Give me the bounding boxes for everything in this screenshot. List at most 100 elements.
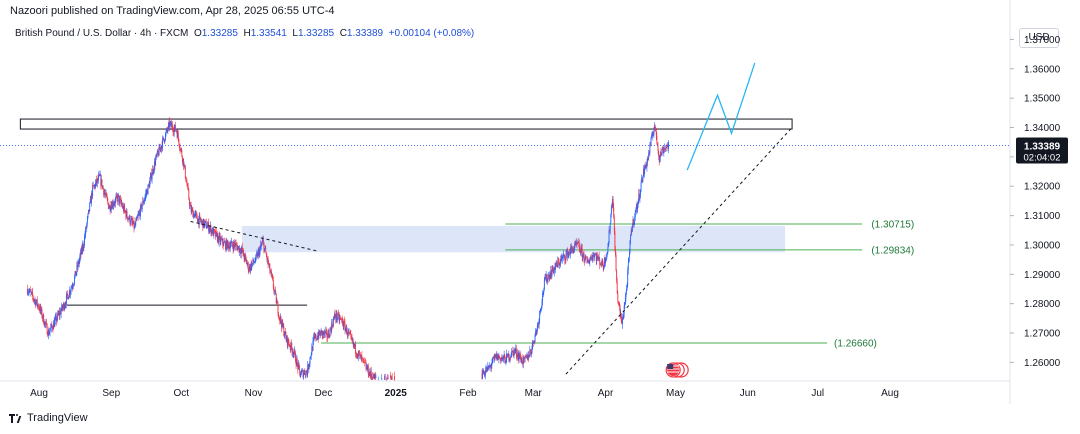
candle-865 (630, 234, 632, 245)
candle-861 (627, 258, 629, 275)
candle-375 (245, 254, 247, 262)
candle-732 (552, 265, 554, 274)
candle-103 (86, 215, 88, 227)
candle-685 (525, 354, 527, 358)
candle-812 (599, 257, 601, 270)
candle-672 (517, 349, 519, 364)
candle-805 (595, 252, 597, 256)
candle-57 (60, 308, 62, 315)
candle-271 (184, 164, 186, 180)
candle-227 (159, 143, 161, 150)
candle-128 (101, 179, 103, 190)
candle-607 (391, 376, 393, 380)
candle-483 (308, 364, 310, 373)
candle-173 (127, 217, 129, 223)
candle-766 (572, 247, 574, 254)
candle-148 (113, 200, 115, 210)
candle-490 (312, 336, 314, 352)
candle-599 (381, 374, 383, 380)
candle-785 (583, 250, 585, 264)
candle-689 (527, 351, 529, 361)
candle-288 (194, 210, 196, 219)
candle-930 (668, 140, 669, 154)
candle-808 (596, 251, 598, 261)
candle-90 (79, 253, 81, 264)
candle-729 (550, 265, 552, 280)
candle-130 (102, 184, 104, 189)
candle-29 (43, 319, 45, 327)
candle-822 (605, 256, 607, 267)
candle-339 (224, 240, 226, 244)
currency-button[interactable]: USD (1019, 28, 1059, 48)
candle-146 (111, 200, 113, 209)
candle-319 (212, 227, 214, 236)
candle-793 (588, 259, 590, 264)
candle-813 (599, 263, 601, 265)
candle-620 (487, 361, 489, 371)
candle-402 (261, 242, 263, 250)
candle-82 (74, 270, 76, 279)
candle-467 (299, 364, 300, 376)
candle-468 (299, 370, 301, 378)
candle-742 (558, 257, 560, 269)
candle-235 (163, 139, 165, 145)
candle-70 (67, 294, 69, 300)
candle-56 (59, 307, 61, 320)
candle-320 (213, 225, 215, 239)
candle-129 (102, 185, 103, 190)
candle-439 (282, 322, 284, 329)
candle-282 (191, 205, 193, 214)
candle-881 (639, 194, 641, 203)
candle-133 (104, 189, 106, 196)
candle-809 (597, 256, 599, 262)
candle-88 (78, 260, 80, 267)
candle-137 (106, 193, 108, 202)
candle-800 (592, 252, 594, 263)
candle-322 (214, 230, 216, 234)
candle-39 (49, 330, 51, 337)
candle-356 (234, 241, 236, 252)
brand-name: TradingView (27, 412, 88, 424)
candle-741 (557, 257, 559, 264)
candle-499 (317, 331, 319, 343)
candle-19 (37, 302, 39, 310)
candle-31 (44, 321, 46, 329)
candle-328 (218, 235, 219, 245)
candle-343 (226, 240, 228, 251)
candle-325 (216, 227, 218, 237)
candle-719 (545, 273, 546, 280)
candle-457 (293, 351, 295, 358)
bar-countdown: 02:04:02 (1024, 152, 1061, 163)
candle-318 (212, 226, 214, 234)
candle-547 (345, 325, 347, 334)
candle-516 (327, 329, 329, 338)
candle-403 (261, 237, 263, 246)
candle-636 (496, 352, 498, 361)
candle-755 (566, 248, 567, 259)
candle-806 (595, 252, 597, 266)
candle-481 (307, 360, 309, 378)
candle-283 (191, 207, 193, 212)
candle-199 (142, 197, 144, 206)
candle-561 (353, 343, 355, 350)
candle-79 (72, 284, 74, 290)
candle-601 (384, 373, 386, 380)
candle-266 (181, 155, 183, 165)
candle-677 (520, 355, 522, 363)
candle-869 (632, 216, 634, 226)
candle-444 (285, 331, 287, 343)
candle-756 (566, 248, 568, 256)
candle-520 (329, 326, 331, 331)
y-tick-label-10: 1.27000 (1024, 329, 1061, 340)
candle-184 (134, 222, 136, 230)
candle-158 (118, 195, 120, 206)
candle-747 (561, 255, 563, 262)
candle-596 (374, 372, 376, 380)
candle-746 (560, 253, 562, 263)
candle-277 (188, 187, 190, 201)
candle-20 (38, 305, 40, 312)
candle-585 (367, 363, 369, 378)
candle-759 (568, 251, 570, 258)
candle-504 (320, 328, 322, 336)
